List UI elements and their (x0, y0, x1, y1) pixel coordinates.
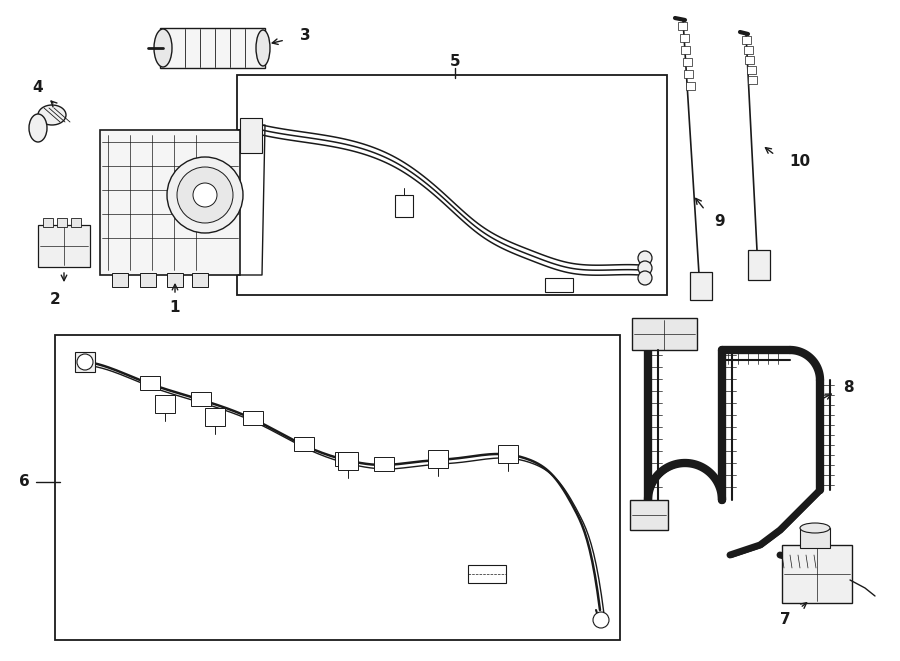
Bar (243, 411, 263, 425)
Bar (336, 452, 356, 466)
Bar (100, 130, 240, 275)
Bar (205, 408, 225, 426)
Text: 8: 8 (842, 381, 853, 395)
Bar (746, 66, 755, 74)
Bar (140, 273, 156, 287)
Bar (748, 250, 770, 280)
Bar (545, 278, 573, 292)
Ellipse shape (29, 114, 47, 142)
Bar (191, 392, 211, 406)
Bar (748, 76, 757, 84)
Bar (43, 218, 53, 227)
Bar (682, 58, 691, 66)
Text: 6: 6 (19, 475, 30, 490)
Bar (38, 225, 90, 267)
Bar (374, 457, 394, 471)
Bar (338, 452, 358, 470)
Circle shape (638, 271, 652, 285)
Bar (71, 218, 81, 227)
Bar (160, 28, 265, 68)
Bar (240, 118, 262, 153)
Ellipse shape (800, 523, 830, 533)
Text: 5: 5 (450, 54, 460, 69)
Bar (681, 46, 690, 54)
Circle shape (77, 354, 93, 370)
Bar (630, 500, 668, 530)
Text: 2: 2 (50, 293, 60, 307)
Text: 1: 1 (170, 301, 180, 315)
Bar (742, 36, 751, 44)
Bar (140, 375, 159, 390)
Bar (686, 82, 695, 90)
Circle shape (177, 167, 233, 223)
Ellipse shape (38, 105, 66, 125)
Bar (684, 70, 693, 78)
Bar (690, 272, 712, 300)
Ellipse shape (256, 30, 270, 66)
Text: 7: 7 (779, 613, 790, 627)
Bar (745, 56, 754, 64)
Circle shape (593, 612, 609, 628)
Circle shape (167, 157, 243, 233)
Text: 3: 3 (300, 28, 310, 42)
Bar (680, 34, 688, 42)
Bar (57, 218, 67, 227)
Bar (498, 445, 518, 463)
Bar (167, 273, 183, 287)
Bar (294, 438, 314, 451)
Text: 9: 9 (715, 215, 725, 229)
Ellipse shape (154, 29, 172, 67)
Bar (468, 565, 506, 583)
Circle shape (193, 183, 217, 207)
Bar (678, 22, 687, 30)
Bar (192, 273, 208, 287)
Bar (800, 528, 830, 548)
Circle shape (638, 251, 652, 265)
Circle shape (638, 261, 652, 275)
Text: 10: 10 (789, 155, 811, 169)
Bar (632, 318, 697, 350)
Bar (782, 545, 852, 603)
Bar (75, 352, 95, 372)
Bar (155, 395, 175, 413)
Bar (395, 195, 413, 217)
Bar (237, 75, 667, 295)
Bar (743, 46, 752, 54)
Bar (112, 273, 128, 287)
Bar (428, 450, 448, 468)
Bar (55, 335, 620, 640)
Text: 4: 4 (32, 81, 43, 95)
